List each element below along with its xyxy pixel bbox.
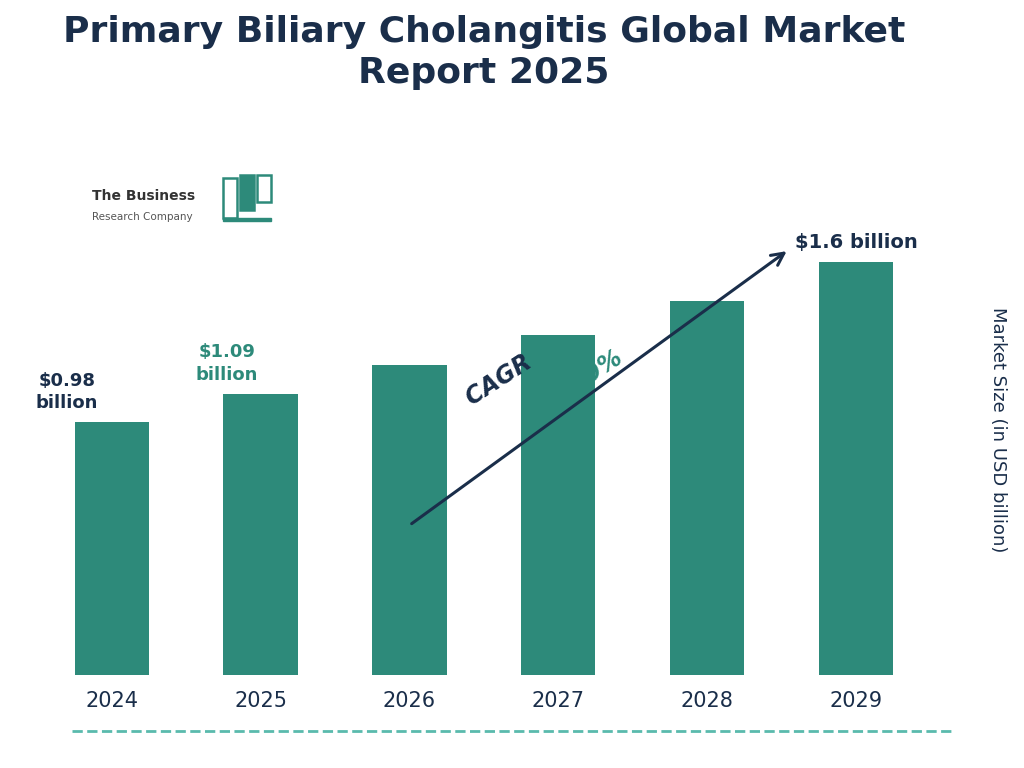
Bar (223, 394, 298, 675)
Text: $0.98
billion: $0.98 billion (36, 372, 98, 412)
Bar (521, 335, 596, 675)
Bar (670, 301, 744, 675)
Bar (223, 219, 270, 221)
Bar (223, 178, 238, 219)
Bar (75, 422, 148, 675)
Title: Primary Biliary Cholangitis Global Market
Report 2025: Primary Biliary Cholangitis Global Marke… (62, 15, 905, 90)
Text: CAGR: CAGR (462, 346, 544, 411)
Bar (372, 366, 446, 675)
Text: 9.9%: 9.9% (558, 346, 627, 401)
Bar (819, 263, 893, 675)
Text: $1.09
billion: $1.09 billion (196, 343, 258, 383)
Bar (257, 176, 270, 203)
Text: Research Company: Research Company (92, 211, 193, 222)
Text: $1.6 billion: $1.6 billion (795, 233, 918, 252)
Text: Market Size (in USD billion): Market Size (in USD billion) (989, 307, 1008, 553)
Text: The Business: The Business (92, 189, 196, 203)
Bar (240, 176, 254, 210)
